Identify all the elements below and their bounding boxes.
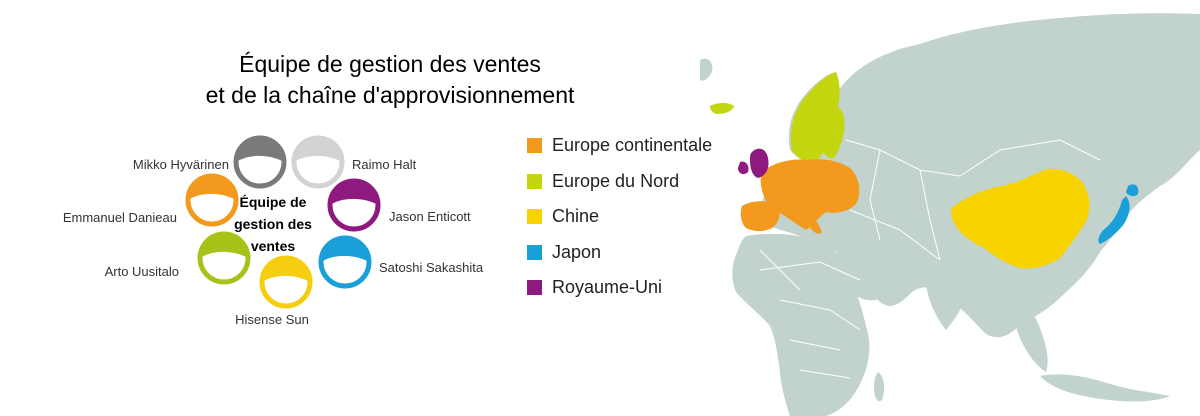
member-icon-mikko xyxy=(233,135,287,189)
world-map xyxy=(700,13,1200,416)
member-label-raimo: Raimo Halt xyxy=(352,157,417,172)
member-icon-raimo xyxy=(291,135,345,189)
member-icon-arto xyxy=(197,231,251,285)
member-label-mikko: Mikko Hyvärinen xyxy=(133,157,229,172)
diagram-title: Équipe de gestion des ventes et de la ch… xyxy=(110,49,670,111)
legend-swatch xyxy=(527,209,542,225)
member-icons xyxy=(185,135,381,309)
legend-swatch xyxy=(527,138,542,154)
member-label-satoshi: Satoshi Sakashita xyxy=(379,260,484,275)
region-iceland xyxy=(710,103,734,114)
member-labels: Mikko Hyvärinen Raimo Halt Emmanuel Dani… xyxy=(63,157,484,327)
member-face xyxy=(329,250,361,282)
member-face xyxy=(270,270,302,302)
map-landmass xyxy=(700,13,1200,416)
legend-label: Japon xyxy=(552,241,602,262)
region-ireland xyxy=(738,161,749,175)
legend-swatch xyxy=(527,280,542,296)
legend-swatch xyxy=(527,244,542,260)
landmass-madagascar xyxy=(874,372,885,402)
highlighted-regions xyxy=(710,72,1139,269)
legend-item-chine: Chine xyxy=(527,199,712,235)
legend-label: Chine xyxy=(552,206,600,227)
region-chine xyxy=(951,168,1090,269)
team-circle-diagram: Mikko Hyvärinen Raimo Halt Emmanuel Dani… xyxy=(63,135,484,327)
member-icon-jason xyxy=(327,178,381,232)
member-face xyxy=(208,246,240,278)
legend-item-royaume-uni: Royaume-Uni xyxy=(527,270,712,306)
legend-item-europe-du-nord: Europe du Nord xyxy=(527,164,712,200)
region-europe-continentale xyxy=(760,159,860,230)
legend-item-japon: Japon xyxy=(527,235,712,271)
member-hair xyxy=(200,234,248,258)
legend-label: Royaume-Uni xyxy=(552,277,663,298)
region-legend: Europe continentale Europe du Nord Chine… xyxy=(527,128,712,306)
member-icon-emmanuel xyxy=(185,173,239,227)
member-hair xyxy=(321,238,369,262)
member-label-emmanuel: Emmanuel Danieau xyxy=(63,210,177,225)
member-label-hisense: Hisense Sun xyxy=(235,312,309,327)
member-face xyxy=(338,193,370,225)
region-hokkaido xyxy=(1126,184,1139,197)
center-label: Équipe de gestion des ventes xyxy=(234,194,312,254)
border-line xyxy=(759,139,1101,379)
title-line-1: Équipe de gestion des ventes xyxy=(239,51,541,78)
member-hair xyxy=(330,181,378,205)
center-label-line-3: ventes xyxy=(251,238,296,254)
member-face xyxy=(244,150,276,182)
title-line-2: et de la chaîne d'approvisionnement xyxy=(205,82,575,109)
member-face xyxy=(302,150,334,182)
legend-swatch xyxy=(527,173,542,189)
member-hair xyxy=(188,176,236,200)
center-label-line-2: gestion des xyxy=(234,216,312,232)
legend-label: Europe du Nord xyxy=(552,170,680,191)
region-europe-du-nord-finland xyxy=(820,104,845,159)
region-italy xyxy=(803,208,822,234)
map-borders xyxy=(759,139,1101,379)
member-face xyxy=(196,188,228,220)
member-hair xyxy=(294,138,342,162)
member-icon-hisense xyxy=(259,255,313,309)
region-iberia xyxy=(740,201,780,231)
member-label-arto: Arto Uusitalo xyxy=(105,264,179,279)
member-hair xyxy=(262,258,310,282)
region-royaume-uni xyxy=(750,148,769,178)
legend-item-europe-continentale: Europe continentale xyxy=(527,128,712,164)
region-japon xyxy=(1098,196,1130,244)
landmass-greenland xyxy=(700,58,713,81)
landmass-africa xyxy=(732,233,870,416)
landmass-indonesia xyxy=(1040,374,1170,402)
landmass-se-asia xyxy=(1009,290,1048,372)
member-label-jason: Jason Enticott xyxy=(389,209,471,224)
center-label-line-1: Équipe de xyxy=(240,194,307,210)
legend-label: Europe continentale xyxy=(552,135,713,156)
member-icon-satoshi xyxy=(318,235,372,289)
member-hair xyxy=(236,138,284,162)
landmass-india xyxy=(926,263,972,330)
